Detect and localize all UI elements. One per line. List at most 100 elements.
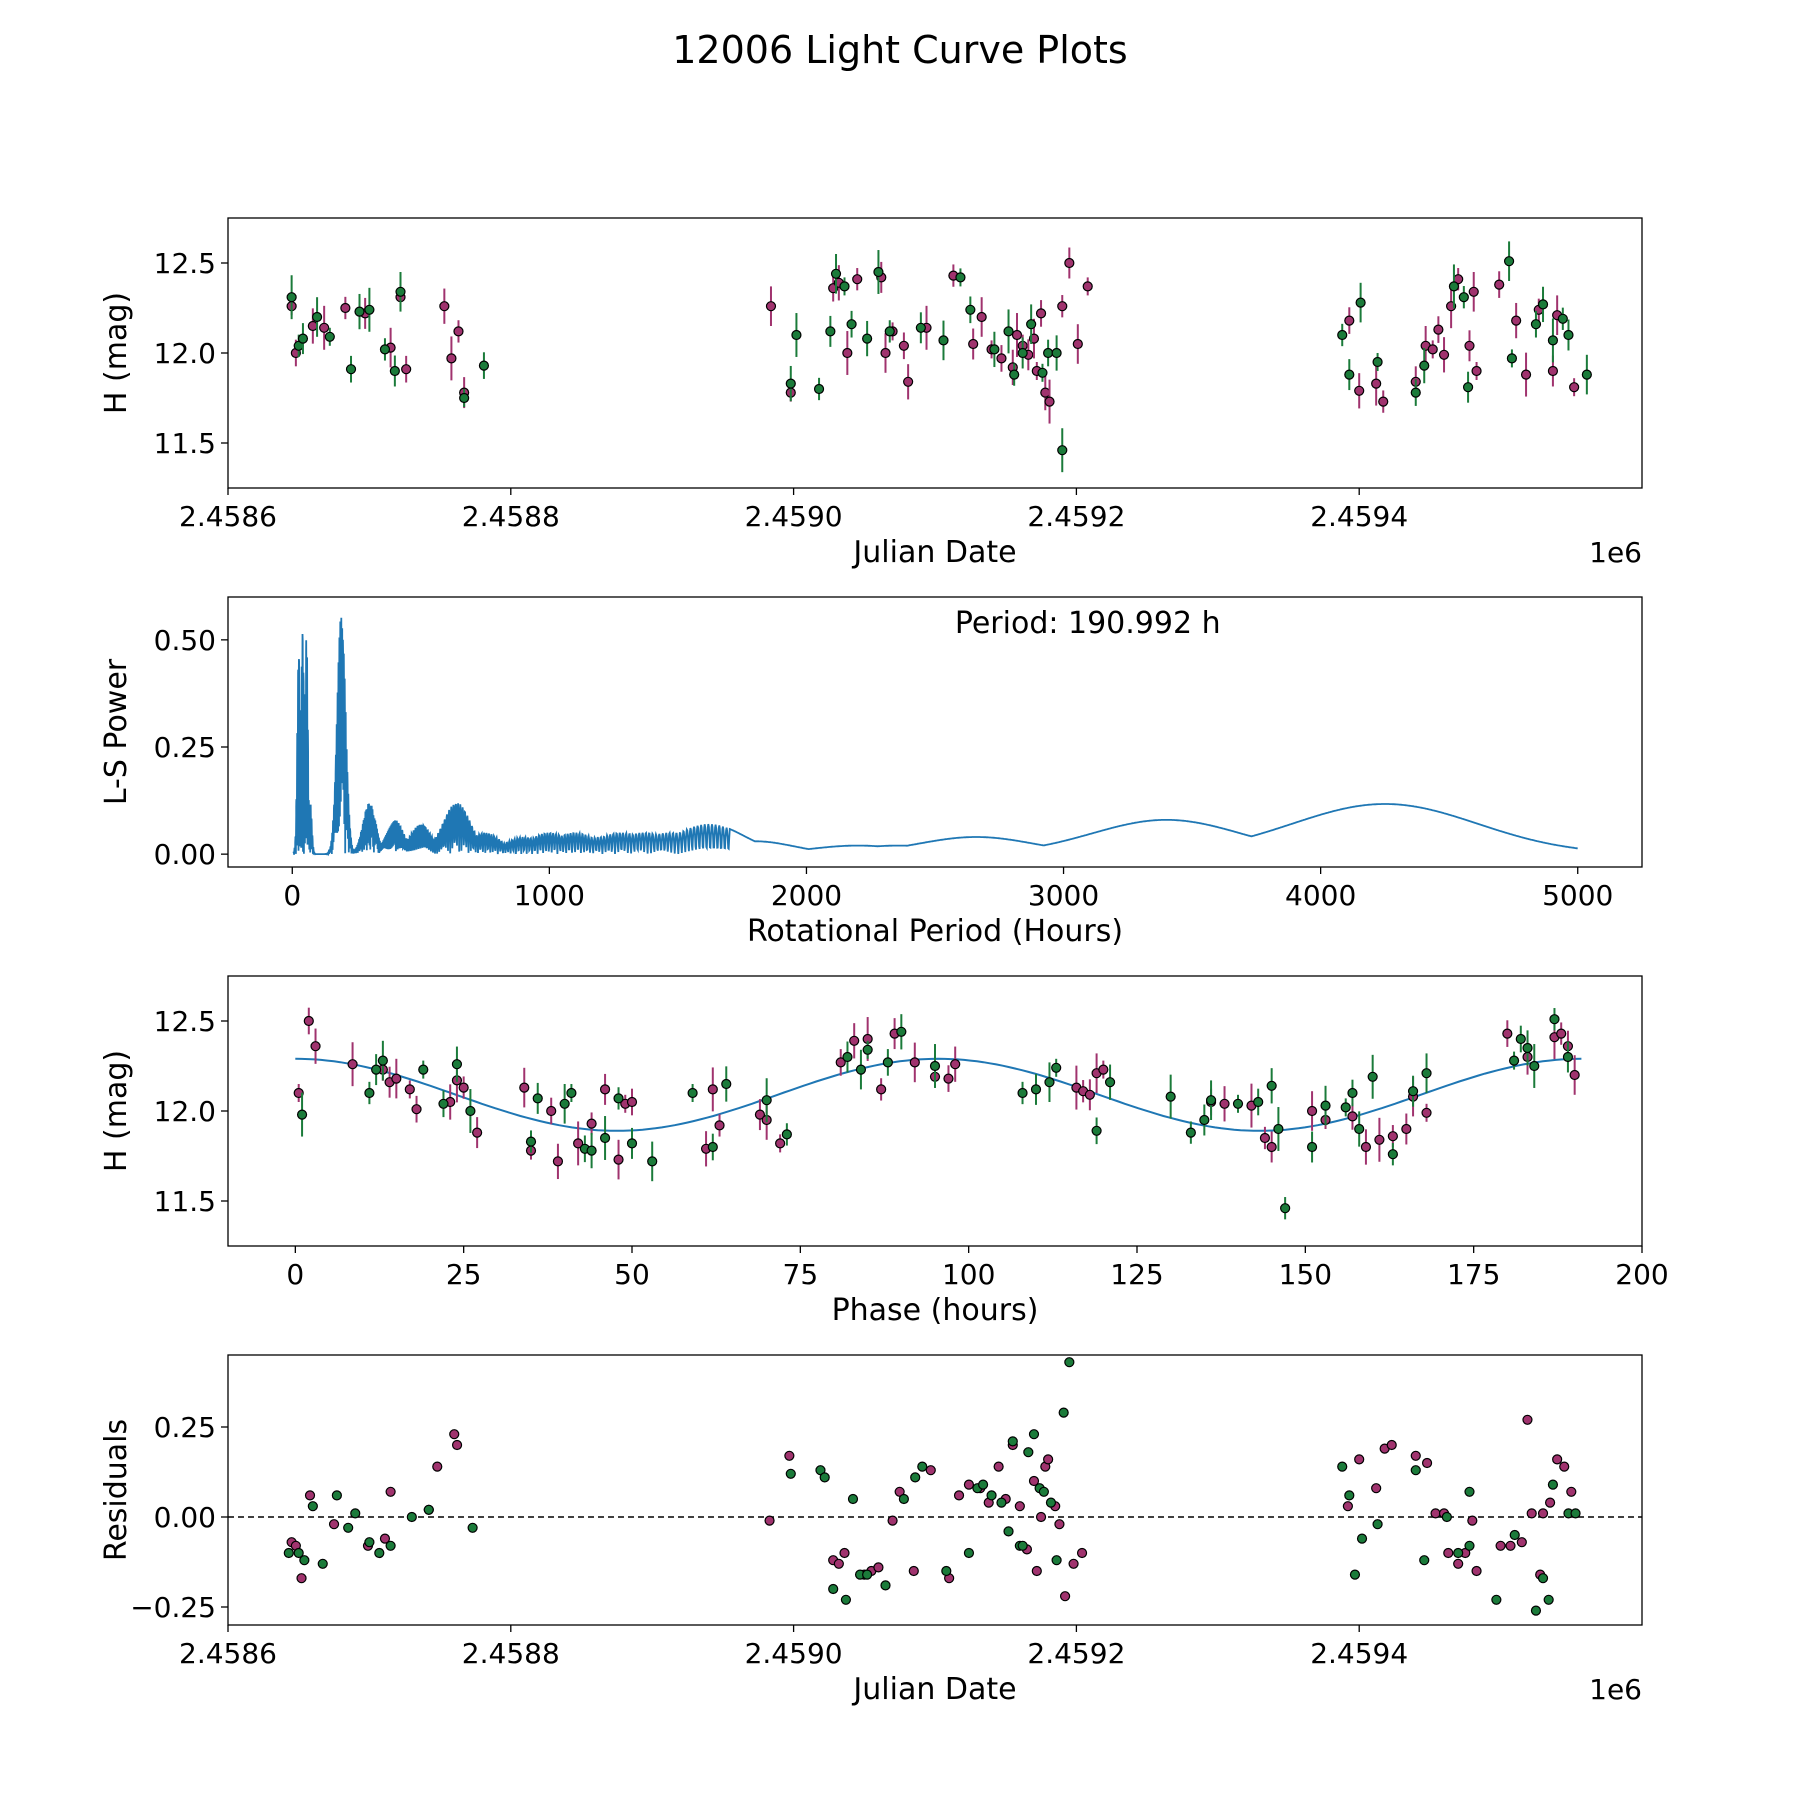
data-point [862,1044,873,1055]
data-point [1076,1547,1088,1559]
data-point [1273,1123,1284,1135]
data-point [707,1084,718,1095]
data-point [1581,369,1592,380]
data-point [1266,1141,1277,1153]
data-point [950,1059,961,1070]
data-point [1372,1519,1383,1530]
data-point [929,1060,941,1072]
data-point [996,1497,1007,1508]
data-point [1547,1479,1559,1490]
data-point [842,1051,853,1063]
data-point [331,1490,342,1501]
data-point [1068,1558,1079,1569]
data-point [626,1096,638,1108]
data-point [406,1511,417,1523]
data-point [847,1493,859,1505]
data-point [1306,1141,1318,1153]
data-point [1374,1134,1385,1145]
y-tick-label: 11.5 [154,1185,216,1218]
data-point [849,1035,860,1046]
x-offset-label: 1e6 [1589,1673,1642,1706]
data-point [478,360,490,371]
data-point [873,1562,884,1573]
data-point [404,1084,415,1095]
data-point [898,1493,909,1505]
data-point [1537,299,1549,310]
data-point [310,1041,321,1052]
data-point [1522,1414,1533,1425]
data-point [785,1468,796,1479]
data-point [955,272,966,283]
data-point [852,274,863,285]
data-point [297,333,309,344]
y-tick-label: 12.5 [154,1005,216,1038]
data-point [307,1501,318,1512]
data-point [1253,1096,1264,1108]
data-point [813,383,825,395]
data-point [1344,315,1355,326]
data-point [1464,340,1475,351]
data-point [765,301,777,312]
data-point [1367,1071,1378,1082]
data-point [1563,329,1574,341]
data-point [925,1465,936,1476]
data-point [613,1154,624,1165]
data-point [1040,387,1051,398]
model-fit-curve [295,1057,1582,1132]
data-point [566,1087,577,1099]
data-point [1471,365,1482,377]
data-point [573,1138,584,1149]
x-tick-label: 2.4592 [1027,500,1125,533]
data-point [1443,1547,1454,1559]
data-point [1064,1357,1075,1368]
data-point [1051,347,1062,359]
data-point [1401,1123,1412,1135]
data-point [791,329,802,341]
data-point [1530,1605,1542,1616]
data-point [525,1136,537,1147]
data-point [1007,1436,1018,1447]
data-point [1054,1519,1065,1530]
x-tick-label: 150 [1279,1258,1332,1291]
data-point [941,1565,952,1577]
panel4-chart: 2.4586 2.4588 2.4590 2.4592 2.4594 −0.25 0.00 0… [99,1354,1643,1707]
data-point [432,1461,443,1472]
data-point [953,1490,965,1501]
y-tick-label: 0.25 [154,1411,216,1444]
data-point [293,1087,304,1099]
x-tick-label: 2.4590 [745,500,843,533]
data-point [862,1569,873,1580]
data-point [1030,1084,1042,1095]
data-point [1410,387,1421,398]
data-point [1035,1511,1047,1523]
data-point [1360,1141,1372,1153]
data-point [781,1129,792,1140]
y-axis-label: H (mag) [99,1050,134,1172]
data-point [1464,1486,1475,1497]
data-point [963,1479,975,1490]
data-point [1438,349,1450,360]
data-point [304,1490,316,1501]
data-point [1562,1051,1574,1063]
data-point [317,1558,328,1569]
data-point [1543,1594,1554,1605]
data-point [714,1120,725,1131]
data-point [1337,1461,1348,1472]
data-point [1017,1087,1028,1099]
data-point [1014,1501,1025,1512]
data-point [880,347,891,359]
x-tick-label: 50 [614,1258,650,1291]
data-point [1072,338,1083,350]
data-point [1082,281,1093,292]
data-point [1205,1095,1217,1106]
data-point [286,292,297,303]
data-point [1354,1123,1365,1135]
data-point [401,364,412,375]
data-point [1344,369,1355,380]
data-point [1349,1569,1361,1580]
x-tick-label: 1000 [514,879,585,912]
data-point [451,1059,463,1070]
data-point [1468,286,1479,297]
data-point [350,1508,361,1519]
data-point [1549,1014,1560,1025]
